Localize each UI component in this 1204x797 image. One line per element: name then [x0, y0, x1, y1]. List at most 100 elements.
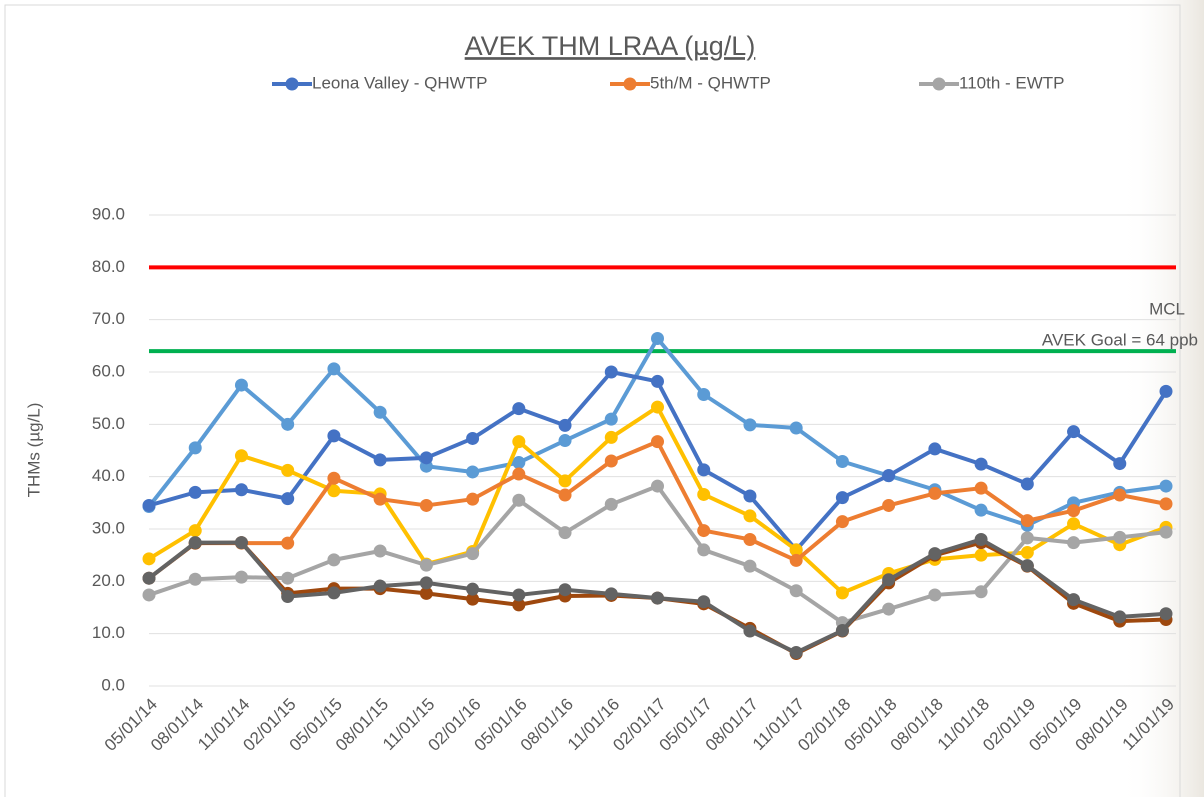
data-point	[1159, 497, 1173, 511]
data-point	[882, 573, 896, 587]
data-point	[974, 481, 988, 495]
data-point	[789, 421, 803, 435]
data-point	[512, 402, 526, 416]
data-point	[835, 586, 849, 600]
data-point	[789, 553, 803, 567]
data-point	[974, 457, 988, 471]
data-point	[281, 492, 295, 506]
data-point	[604, 587, 618, 601]
series-line	[147, 405, 1167, 595]
data-point	[651, 332, 664, 346]
data-point	[1113, 488, 1127, 502]
data-point	[466, 431, 480, 445]
y-tick-label: 20.0	[92, 571, 125, 590]
data-point	[558, 583, 572, 597]
data-point	[234, 483, 248, 497]
data-point	[651, 435, 664, 449]
data-point	[512, 467, 526, 481]
data-point	[928, 486, 942, 500]
legend-marker	[285, 77, 299, 91]
series-line	[195, 439, 1167, 563]
legend-marker	[932, 77, 946, 91]
y-tick-label: 30.0	[92, 518, 125, 537]
data-point	[974, 585, 988, 599]
data-point	[1159, 479, 1173, 493]
data-point	[281, 571, 295, 585]
data-point	[974, 532, 988, 546]
data-point	[697, 463, 711, 477]
data-point	[188, 485, 202, 499]
data-point	[928, 442, 942, 456]
data-point	[789, 584, 803, 598]
data-point	[1067, 536, 1081, 550]
y-tick-label: 60.0	[92, 361, 125, 380]
data-point	[327, 471, 341, 485]
data-point	[466, 465, 480, 479]
data-point	[1020, 531, 1034, 545]
data-point	[142, 588, 156, 602]
data-point	[281, 417, 295, 431]
data-point	[604, 497, 618, 511]
data-point	[974, 548, 988, 562]
data-point	[743, 418, 757, 432]
data-point	[419, 586, 433, 600]
data-point	[928, 588, 942, 602]
data-point	[558, 474, 572, 488]
data-point	[188, 572, 202, 586]
reference-label: MCL	[1149, 299, 1185, 318]
y-tick-label: 0.0	[101, 675, 125, 694]
data-point	[188, 524, 202, 538]
series-line	[147, 336, 1167, 528]
data-point	[512, 588, 526, 602]
data-point	[234, 378, 248, 392]
y-tick-label: 90.0	[92, 204, 125, 223]
data-point	[1113, 610, 1127, 624]
data-point	[419, 558, 433, 572]
data-point	[558, 418, 572, 432]
y-axis-label: THMs (µg/L)	[24, 403, 43, 498]
data-point	[835, 624, 849, 638]
y-tick-label: 80.0	[92, 257, 125, 276]
data-point	[697, 388, 711, 402]
data-point	[327, 429, 341, 443]
data-point	[327, 362, 341, 376]
data-point	[1020, 477, 1034, 491]
data-point	[604, 454, 618, 468]
data-point	[743, 624, 757, 638]
data-point	[234, 570, 248, 584]
data-point	[188, 441, 202, 455]
chart-frame	[4, 4, 1181, 797]
chart-title: AVEK THM LRAA (µg/L)	[465, 31, 756, 61]
data-point	[558, 488, 572, 502]
data-point	[281, 463, 295, 477]
data-point	[1020, 559, 1034, 573]
data-point	[697, 487, 711, 501]
data-point	[835, 454, 849, 468]
data-point	[466, 547, 480, 561]
data-point	[651, 591, 664, 605]
data-point	[743, 532, 757, 546]
data-point	[604, 430, 618, 444]
data-point	[1067, 425, 1081, 439]
data-point	[789, 543, 803, 557]
data-point	[234, 536, 248, 550]
data-point	[327, 586, 341, 600]
data-point	[974, 503, 988, 517]
data-point	[373, 492, 387, 506]
data-point	[882, 602, 896, 616]
data-point	[928, 547, 942, 561]
data-point	[1067, 504, 1081, 518]
data-point	[882, 498, 896, 512]
data-point	[604, 412, 618, 426]
reference-label: AVEK Goal = 64 ppb	[1042, 330, 1198, 349]
data-point	[512, 435, 526, 449]
data-point	[142, 498, 156, 512]
data-point	[419, 498, 433, 512]
y-tick-label: 40.0	[92, 466, 125, 485]
data-point	[512, 493, 526, 507]
data-point	[1159, 525, 1173, 539]
data-point	[697, 524, 711, 538]
y-tick-label: 70.0	[92, 309, 125, 328]
legend-label: 5th/M - QHWTP	[650, 73, 771, 92]
